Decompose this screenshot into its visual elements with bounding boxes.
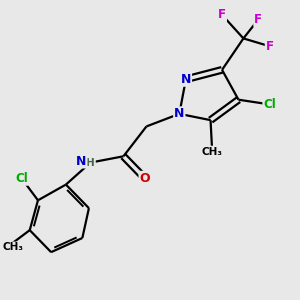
Text: N: N	[174, 107, 184, 120]
Text: CH₃: CH₃	[202, 147, 223, 157]
Text: N: N	[181, 73, 191, 86]
Text: N: N	[76, 154, 86, 167]
Text: Cl: Cl	[15, 172, 28, 185]
Text: F: F	[218, 8, 226, 21]
Text: Cl: Cl	[263, 98, 276, 111]
Text: F: F	[254, 13, 262, 26]
Text: F: F	[266, 40, 274, 53]
Text: CH₃: CH₃	[3, 242, 24, 252]
Text: O: O	[140, 172, 150, 185]
Text: H: H	[86, 158, 95, 168]
